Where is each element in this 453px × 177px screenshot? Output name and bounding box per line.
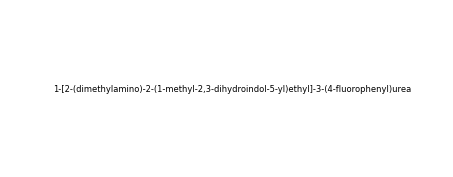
- Text: 1-[2-(dimethylamino)-2-(1-methyl-2,3-dihydroindol-5-yl)ethyl]-3-(4-fluorophenyl): 1-[2-(dimethylamino)-2-(1-methyl-2,3-dih…: [53, 85, 411, 94]
